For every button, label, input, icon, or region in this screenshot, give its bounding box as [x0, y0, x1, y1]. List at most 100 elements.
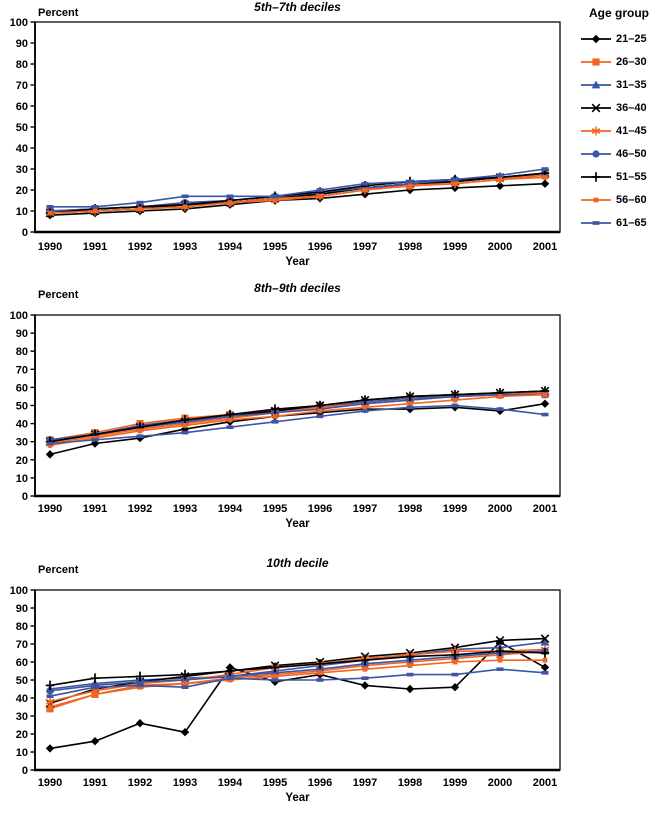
y-tick-label: 80 — [16, 621, 28, 633]
legend-item-51–55: 51–55 — [580, 165, 670, 188]
series-line — [49, 650, 546, 710]
x-tick-label: 2001 — [533, 241, 557, 253]
y-tick-label: 30 — [16, 711, 28, 723]
y-axis-ticks: 0 10 20 30 40 50 60 70 80 90 100 — [10, 17, 35, 239]
y-tick-label: 10 — [16, 747, 28, 759]
legend-rows: 21–25 26–30 31–35 36–40 41–45 46–50 51–55 56–60… — [580, 27, 670, 234]
x-tick-label: 1995 — [263, 503, 287, 515]
legend-item-36–40: 36–40 — [580, 96, 670, 119]
series-41–45 — [45, 388, 550, 449]
y-tick-label: 30 — [16, 164, 28, 176]
x-axis-labels: 1990 1991 1992 1993 1994 1995 1996 1997 1998 1999… — [38, 241, 557, 253]
chart-title: 10th decile — [266, 556, 329, 570]
legend-label: 61–65 — [616, 216, 647, 229]
y-axis-ticks: 0 10 20 30 40 50 60 70 80 90 100 — [10, 310, 35, 503]
x-tick-label: 2000 — [488, 503, 512, 515]
series-61–65 — [46, 167, 549, 209]
series-21–25 — [45, 179, 550, 220]
x-axis-labels: 1990 1991 1992 1993 1994 1995 1996 1997 1998 1999… — [38, 777, 557, 789]
series-46–50 — [46, 647, 549, 695]
x-tick-label: 1995 — [263, 241, 287, 253]
y-axis-unit-label: Percent — [38, 289, 79, 301]
legend-item-46–50: 46–50 — [580, 142, 670, 165]
y-tick-label: 10 — [16, 206, 28, 218]
y-tick-label: 50 — [16, 122, 28, 134]
y-tick-label: 90 — [16, 328, 28, 340]
legend-label: 41–45 — [616, 124, 647, 137]
x-tick-label: 1998 — [398, 241, 422, 253]
y-tick-label: 60 — [16, 657, 28, 669]
x-axis-title: Year — [285, 256, 310, 268]
y-tick-label: 70 — [16, 639, 28, 651]
y-tick-label: 70 — [16, 80, 28, 92]
y-tick-label: 0 — [22, 765, 28, 777]
x-tick-label: 1993 — [173, 503, 197, 515]
x-tick-label: 1994 — [218, 777, 243, 789]
x-tick-label: 1990 — [38, 241, 62, 253]
y-tick-label: 10 — [16, 473, 28, 485]
series-line — [49, 650, 546, 692]
plot-frame — [34, 314, 561, 497]
series-line — [49, 668, 546, 697]
y-tick-label: 90 — [16, 603, 28, 615]
x-tick-label: 1998 — [398, 503, 422, 515]
x-tick-label: 1999 — [443, 503, 467, 515]
chart-10th-decile: 10th decile Percent 0 10 20 30 40 50 60 70 80 90 1… — [0, 553, 670, 813]
legend-swatch-triangle-icon — [581, 80, 611, 88]
x-tick-label: 1994 — [218, 241, 243, 253]
x-tick-label: 2000 — [488, 241, 512, 253]
legend-swatch-asterisk-icon — [581, 126, 611, 135]
y-tick-label: 20 — [16, 455, 28, 467]
legend-swatch-square-icon — [581, 57, 611, 66]
y-tick-label: 60 — [16, 382, 28, 394]
x-tick-label: 1991 — [83, 503, 107, 515]
x-axis-labels: 1990 1991 1992 1993 1994 1995 1996 1997 1998 1999… — [38, 503, 557, 515]
x-tick-label: 1993 — [173, 241, 197, 253]
y-tick-label: 100 — [10, 310, 28, 322]
x-tick-label: 1997 — [353, 777, 377, 789]
legend-label: 56–60 — [616, 193, 647, 206]
x-tick-label: 1999 — [443, 777, 467, 789]
series-line — [49, 392, 546, 445]
legend-item-41–45: 41–45 — [580, 119, 670, 142]
y-tick-label: 70 — [16, 364, 28, 376]
y-tick-label: 0 — [22, 491, 28, 503]
legend-item-21–25: 21–25 — [580, 27, 670, 50]
y-tick-label: 20 — [16, 185, 28, 197]
legend-label: 26–30 — [616, 55, 647, 68]
series-51–55 — [45, 646, 550, 691]
y-tick-label: 30 — [16, 437, 28, 449]
x-tick-label: 1997 — [353, 503, 377, 515]
y-tick-label: 40 — [16, 419, 28, 431]
x-tick-label: 1995 — [263, 777, 287, 789]
y-tick-label: 60 — [16, 101, 28, 113]
x-tick-label: 1993 — [173, 777, 197, 789]
series-line — [49, 176, 546, 214]
series-line — [49, 641, 546, 750]
chart-8th-9th-deciles: 8th–9th deciles Percent 0 10 20 30 40 50 60 70 8… — [0, 278, 670, 540]
plot-frame — [34, 21, 561, 233]
y-tick-label: 100 — [10, 17, 28, 29]
x-axis-title: Year — [285, 518, 310, 530]
x-tick-label: 1991 — [83, 777, 107, 789]
chart-title: 8th–9th deciles — [254, 281, 341, 295]
legend-swatch-dash-square-icon — [581, 197, 611, 202]
series-56–60 — [47, 392, 548, 448]
series-line — [49, 659, 545, 708]
x-tick-label: 1998 — [398, 777, 422, 789]
legend-label: 21–25 — [616, 32, 647, 45]
series-line — [49, 650, 546, 687]
x-tick-label: 1999 — [443, 241, 467, 253]
series-line — [49, 390, 546, 443]
y-tick-label: 90 — [16, 38, 28, 50]
series-61–65 — [46, 667, 549, 698]
y-tick-label: 100 — [10, 585, 28, 597]
x-tick-label: 1992 — [128, 777, 152, 789]
legend-item-26–30: 26–30 — [580, 50, 670, 73]
y-axis-ticks: 0 10 20 30 40 50 60 70 80 90 100 — [10, 585, 35, 777]
x-axis-title: Year — [285, 792, 310, 804]
y-tick-label: 40 — [16, 693, 28, 705]
series-line — [50, 168, 546, 208]
